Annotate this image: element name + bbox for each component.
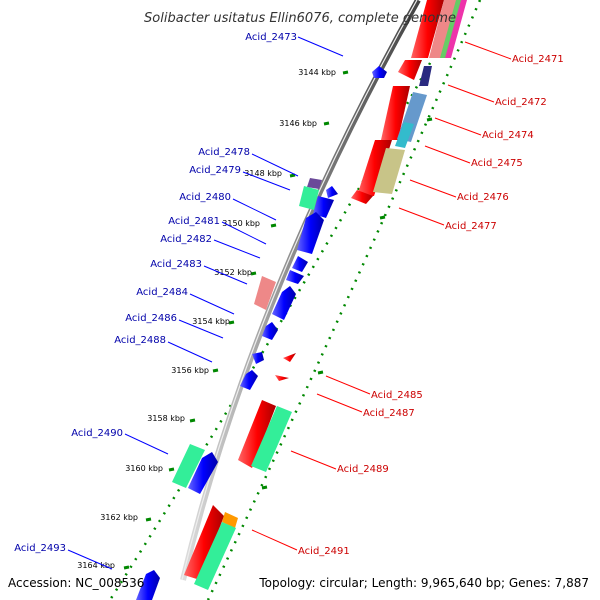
cog-box-orange	[222, 512, 238, 528]
gene-label-Acid_2471[interactable]: Acid_2471	[512, 54, 564, 65]
gene-label-Acid_2476[interactable]: Acid_2476	[457, 192, 509, 203]
gene-label-Acid_2484[interactable]: Acid_2484	[136, 287, 188, 298]
cog-box-khaki	[373, 148, 405, 194]
scale-ticks	[123, 70, 349, 570]
gene-arrow-Acid_2485[interactable]	[283, 353, 296, 362]
tick-labels: 3144 kbp 3146 kbp 3148 kbp 3150 kbp 3152 kbp…	[77, 68, 336, 570]
gene-arrow-Acid_2486[interactable]	[252, 352, 264, 364]
tick-label-3154: 3154 kbp	[192, 317, 230, 326]
accession-text: Accession: NC_008536	[8, 576, 144, 590]
gene-arrow-Acid_2478[interactable]	[326, 186, 338, 198]
gene-label-Acid_2479[interactable]: Acid_2479	[189, 165, 241, 176]
tick-label-3162: 3162 kbp	[100, 513, 138, 522]
forward-strand-features	[184, 0, 467, 590]
cog-box-cyan	[395, 122, 414, 148]
gene-arrow-Acid_2482[interactable]	[286, 270, 304, 284]
gene-label-Acid_2474[interactable]: Acid_2474	[482, 130, 534, 141]
cog-box-magenta	[445, 0, 467, 58]
cog-box-pink	[254, 276, 276, 310]
tick-label-3150: 3150 kbp	[222, 219, 260, 228]
gene-arrow-Acid_2473[interactable]	[372, 66, 387, 78]
tick-label-3158: 3158 kbp	[147, 414, 185, 423]
cog-box-green	[251, 406, 292, 472]
gene-label-Acid_2482[interactable]: Acid_2482	[160, 234, 212, 245]
gene-arrow-Acid_2484[interactable]	[262, 322, 278, 340]
gene-arrow-Acid_2481[interactable]	[292, 256, 308, 272]
genome-title: Solibacter usitatus Ellin6076, complete …	[144, 11, 456, 26]
tick-label-3152: 3152 kbp	[214, 268, 252, 277]
cog-box-navy	[307, 178, 322, 189]
gene-label-Acid_2485[interactable]: Acid_2485	[371, 390, 423, 401]
gene-arrow-Acid_2487[interactable]	[275, 375, 289, 381]
gene-label-Acid_2493[interactable]: Acid_2493	[14, 543, 66, 554]
gene-arrow-Acid_2490[interactable]	[188, 452, 218, 494]
tick-label-3164: 3164 kbp	[77, 561, 115, 570]
tick-label-3156: 3156 kbp	[171, 366, 209, 375]
gene-label-Acid_2490[interactable]: Acid_2490	[71, 428, 123, 439]
gene-label-Acid_2473[interactable]: Acid_2473	[245, 32, 297, 43]
gene-label-Acid_2488[interactable]: Acid_2488	[114, 335, 166, 346]
cog-box-navy	[419, 66, 432, 86]
gene-arrow-Acid_2488[interactable]	[240, 370, 258, 390]
gene-arrow-Acid_2483[interactable]	[272, 286, 296, 320]
cog-box-green	[299, 186, 319, 210]
gene-arrow-Acid_2476[interactable]	[351, 190, 373, 204]
leader-lines	[67, 36, 512, 570]
gene-arrow-Acid_2471[interactable]	[411, 0, 444, 58]
gene-arrow-Acid_2480[interactable]	[297, 212, 324, 254]
genome-backbone-highlight	[181, 0, 418, 581]
gene-arrow-Acid_2491[interactable]	[184, 505, 224, 580]
gene-arrow-Acid_2474[interactable]	[381, 86, 410, 140]
gene-label-Acid_2481[interactable]: Acid_2481	[168, 216, 220, 227]
cog-box-green	[194, 522, 236, 590]
outer-ticks	[261, 117, 433, 490]
gene-label-Acid_2483[interactable]: Acid_2483	[150, 259, 202, 270]
gene-arrow-Acid_2472[interactable]	[398, 60, 422, 80]
gene-arrow-Acid_2475[interactable]	[357, 140, 392, 196]
gene-arrow-Acid_2493[interactable]	[136, 570, 160, 600]
gene-label-Acid_2486[interactable]: Acid_2486	[125, 313, 177, 324]
gene-label-Acid_2487[interactable]: Acid_2487	[363, 408, 415, 419]
gene-arrow-Acid_2489[interactable]	[238, 400, 276, 468]
cog-box-pink	[429, 0, 458, 58]
gene-label-Acid_2478[interactable]: Acid_2478	[198, 147, 250, 158]
cog-box-green	[440, 0, 462, 58]
gene-label-Acid_2491[interactable]: Acid_2491	[298, 546, 350, 557]
tick-label-3146: 3146 kbp	[279, 119, 317, 128]
tick-label-3148: 3148 kbp	[244, 169, 282, 178]
reverse-strand-features	[136, 66, 387, 600]
gene-label-Acid_2489[interactable]: Acid_2489	[337, 464, 389, 475]
gene-labels: Acid_2471 Acid_2472 Acid_2473 Acid_2474 Acid…	[14, 32, 564, 557]
gene-label-Acid_2475[interactable]: Acid_2475	[471, 158, 523, 169]
gene-label-Acid_2472[interactable]: Acid_2472	[495, 97, 547, 108]
gene-label-Acid_2477[interactable]: Acid_2477	[445, 221, 497, 232]
tick-label-3144: 3144 kbp	[298, 68, 336, 77]
gene-label-Acid_2480[interactable]: Acid_2480	[179, 192, 231, 203]
outer-dotted-ring	[206, 0, 482, 600]
genome-summary-text: Topology: circular; Length: 9,965,640 bp…	[258, 576, 589, 590]
tick-label-3160: 3160 kbp	[125, 464, 163, 473]
genome-backbone	[180, 0, 421, 581]
gene-arrow-Acid_2479[interactable]	[313, 196, 334, 218]
cog-box-green	[172, 444, 205, 488]
